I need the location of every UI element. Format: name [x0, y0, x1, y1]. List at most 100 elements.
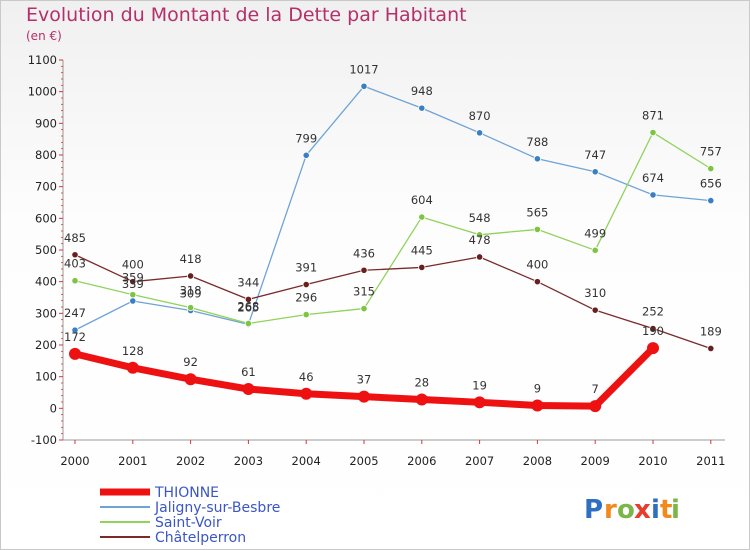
x-tick-label: 2008 [523, 454, 552, 468]
data-point [300, 387, 313, 400]
series-line-1 [74, 85, 712, 331]
logo-letter: t [660, 495, 672, 525]
x-tick-label: 2011 [696, 454, 725, 468]
data-label: 61 [241, 365, 256, 379]
logo-letter: o [617, 495, 635, 525]
data-point [129, 278, 137, 286]
data-label: 656 [700, 177, 722, 191]
data-point [244, 319, 252, 328]
x-tick-label: 2000 [60, 454, 89, 468]
data-label: 339 [122, 277, 144, 291]
data-point [591, 306, 599, 314]
data-point [533, 278, 542, 286]
y-tick-label: 1100 [28, 53, 57, 67]
x-tick-label: 2010 [638, 454, 667, 468]
x-tick-label: 2001 [118, 454, 147, 468]
data-label: 788 [526, 135, 548, 149]
data-label: 359 [122, 271, 144, 285]
legend: THIONNEJaligny-sur-BesbreSaint-VoirChâte… [100, 485, 280, 546]
data-point [418, 104, 426, 112]
data-point [707, 197, 715, 205]
data-label: 344 [237, 275, 259, 289]
data-point [475, 231, 484, 239]
data-label: 799 [295, 131, 317, 145]
data-label: 9 [534, 381, 541, 395]
data-point [302, 151, 310, 159]
y-tick-label: 700 [35, 180, 57, 194]
data-point [360, 304, 368, 313]
data-point [475, 253, 484, 261]
data-label: 604 [411, 193, 433, 207]
data-point [129, 297, 137, 305]
data-point [707, 344, 715, 353]
data-point [649, 128, 657, 137]
data-label: 189 [700, 324, 722, 338]
series-line-2 [74, 131, 712, 325]
y-tick-label: 300 [35, 306, 57, 320]
x-tick-label: 2007 [465, 454, 494, 468]
data-label: 478 [469, 233, 491, 247]
value-labels: 247 339 309 265 799 1017 948 870 788 747 674 656 403… [64, 62, 722, 396]
data-label: 418 [180, 252, 202, 266]
data-label: 296 [295, 291, 317, 305]
data-point [184, 373, 197, 386]
y-tick-label: 800 [35, 148, 57, 162]
data-point [418, 263, 426, 272]
data-label: 315 [353, 285, 375, 299]
y-tick-label: 400 [35, 275, 57, 289]
series-line-3 [74, 254, 712, 350]
data-point [475, 129, 484, 137]
data-point [187, 304, 195, 312]
data-label: 7 [592, 382, 599, 396]
data-label: 548 [469, 211, 491, 225]
data-point [591, 168, 599, 176]
data-label: 1017 [349, 62, 378, 76]
data-label: 485 [64, 231, 86, 245]
data-point [360, 266, 368, 274]
data-point [71, 251, 79, 259]
legend-label: Jaligny-sur-Besbre [154, 500, 280, 516]
y-tick-label: 900 [35, 116, 57, 130]
logo-letter: x [634, 495, 651, 525]
data-point [360, 82, 368, 90]
data-label: 37 [357, 373, 372, 387]
data-label: 46 [299, 370, 314, 384]
data-point [589, 400, 602, 413]
data-point [415, 393, 428, 406]
y-tick-label: 1000 [28, 85, 57, 99]
data-point [533, 225, 542, 234]
data-label: 674 [642, 171, 664, 185]
logo-letter: r [604, 495, 617, 525]
data-label: 28 [414, 375, 429, 389]
data-label: 400 [122, 258, 144, 272]
data-label: 19 [472, 378, 487, 392]
data-point [71, 326, 79, 334]
legend-label: Saint-Voir [155, 515, 222, 531]
x-tick-label: 2006 [407, 454, 436, 468]
legend-label: THIONNE [154, 485, 219, 501]
data-label: 268 [237, 299, 259, 313]
data-point [71, 277, 79, 285]
y-tick-label: 100 [35, 370, 57, 384]
x-tick-label: 2002 [176, 454, 205, 468]
data-label: 391 [295, 261, 317, 275]
y-tick-label: 600 [35, 211, 57, 225]
legend-label: Châtelperron [155, 530, 246, 546]
data-label: 870 [469, 109, 491, 123]
data-label: 247 [64, 306, 86, 320]
y-tick-label: 0 [50, 401, 57, 415]
data-label: 757 [700, 145, 722, 159]
data-point [129, 291, 137, 299]
data-point [591, 246, 599, 254]
axes: 110010009008007006005004003002001000-100… [28, 53, 726, 468]
x-tick-label: 2003 [234, 454, 263, 468]
data-point [707, 165, 715, 173]
data-label: 309 [180, 286, 202, 300]
y-tick-label: 500 [35, 243, 57, 257]
data-label: 948 [411, 84, 433, 98]
data-label: 445 [411, 243, 433, 257]
data-label: 565 [526, 205, 548, 219]
logo-letter: i [651, 495, 660, 525]
data-point [531, 399, 544, 412]
